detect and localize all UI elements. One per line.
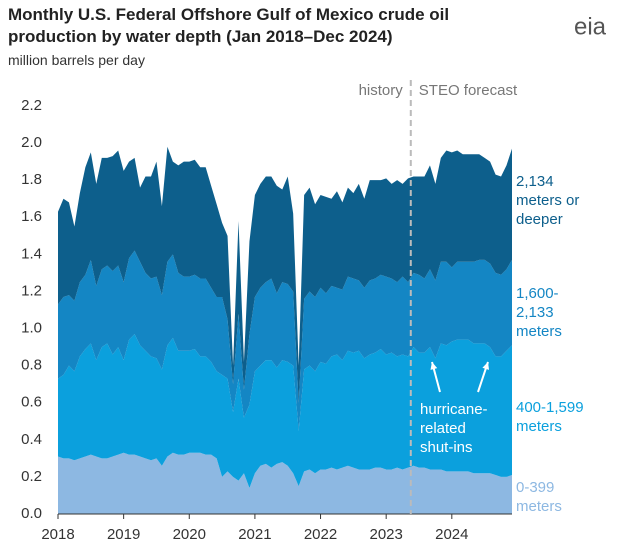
y-tick-label: 1.2 bbox=[21, 282, 42, 299]
x-tick-label: 2019 bbox=[107, 526, 140, 543]
arrow-head bbox=[482, 362, 490, 370]
chart-title: Monthly U.S. Federal Offshore Gulf of Me… bbox=[8, 5, 450, 46]
logo: eia bbox=[574, 13, 607, 40]
divider-label: history bbox=[359, 82, 404, 99]
y-tick-label: 1.0 bbox=[21, 320, 42, 337]
y-tick-label: 1.6 bbox=[21, 208, 42, 225]
area bbox=[58, 452, 512, 514]
legend-label: 0-399 meters bbox=[516, 479, 562, 515]
area bbox=[58, 334, 512, 489]
x-tick-label: 2018 bbox=[41, 526, 74, 543]
x-tick-label: 2020 bbox=[173, 526, 206, 543]
annotation: hurricane-related shut-ins bbox=[420, 401, 488, 456]
x-tick-label: 2021 bbox=[238, 526, 271, 543]
legend-label: 400-1,599 meters bbox=[516, 399, 584, 435]
arrow-head bbox=[430, 362, 438, 370]
legend-label: 2,134 meters or deeper bbox=[516, 173, 580, 228]
y-tick-label: 1.4 bbox=[21, 245, 42, 262]
y-tick-label: 0.0 bbox=[21, 505, 42, 522]
x-tick-label: 2023 bbox=[369, 526, 402, 543]
y-tick-label: 0.2 bbox=[21, 468, 42, 485]
y-tick-label: 0.8 bbox=[21, 357, 42, 374]
x-tick-label: 2022 bbox=[304, 526, 337, 543]
area bbox=[58, 250, 512, 431]
y-tick-label: 2.0 bbox=[21, 134, 42, 151]
x-tick-label: 2024 bbox=[435, 526, 468, 543]
legend-label: 1,600-2,133 meters bbox=[516, 285, 562, 340]
y-tick-label: 0.4 bbox=[21, 431, 42, 448]
divider-label: STEO forecast bbox=[419, 82, 518, 99]
subtitle: million barrels per day bbox=[8, 52, 145, 68]
y-tick-label: 1.8 bbox=[21, 171, 42, 188]
area bbox=[58, 146, 512, 403]
y-tick-label: 0.6 bbox=[21, 394, 42, 411]
y-tick-label: 2.2 bbox=[21, 97, 42, 114]
